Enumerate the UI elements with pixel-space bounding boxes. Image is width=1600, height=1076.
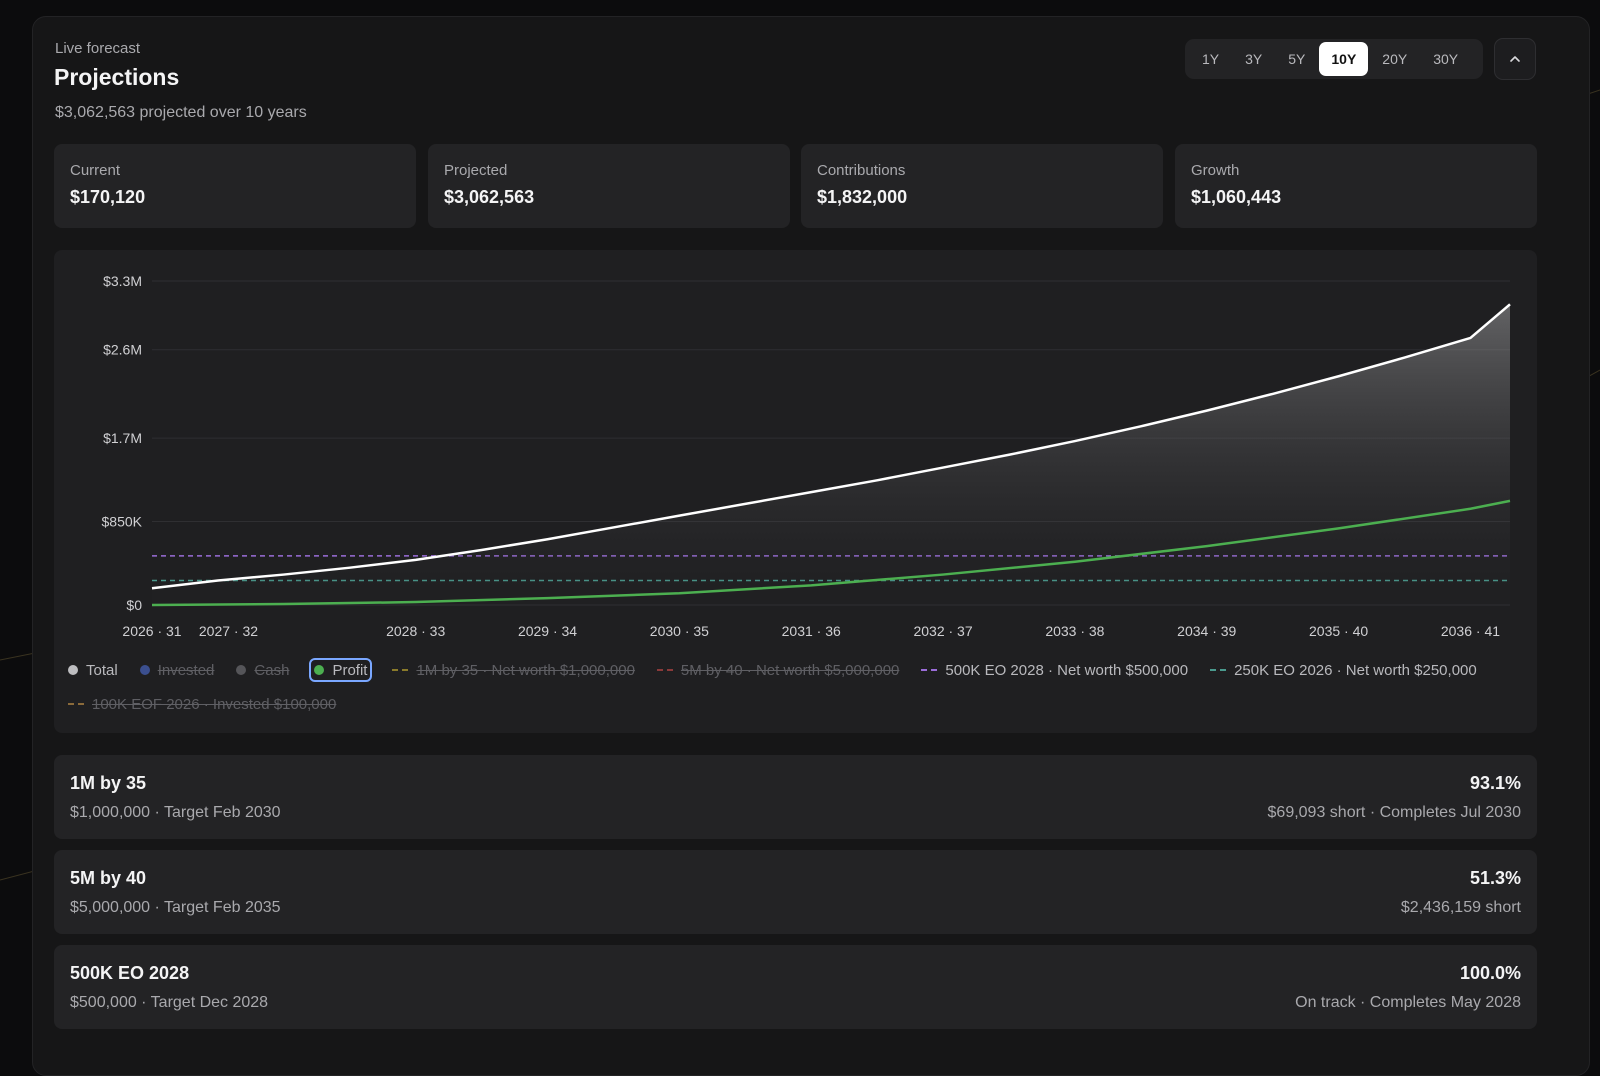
legend-item[interactable]: Cash: [236, 660, 289, 680]
series-area-total: [152, 304, 1510, 605]
goal-percent: 51.3%: [1469, 868, 1521, 888]
y-tick-label: $2.6M: [103, 342, 142, 358]
stat-card-projected: Projected $3,062,563: [428, 144, 790, 228]
legend-dash-icon: [656, 669, 673, 671]
chevron-up-icon: [1510, 56, 1520, 62]
goal-name: 500K EO 2028: [70, 963, 190, 983]
legend-label: 100K EOF 2026 · Invested $100,000: [92, 695, 337, 713]
legend-item[interactable]: 250K EO 2026 · Net worth $250,000: [1210, 660, 1477, 680]
legend-dash-icon: [392, 669, 409, 671]
goal-name: 1M by 35: [70, 773, 147, 793]
series-line-profit: [151, 499, 1511, 607]
legend-dash-icon: [1210, 669, 1227, 671]
goal-detail: $1,000,000 · Target Feb 2030: [70, 804, 281, 821]
stat-label: Projected: [444, 162, 508, 179]
goal-status: $69,093 short · Completes Jul 2030: [1267, 804, 1521, 821]
y-tick-label: $3.3M: [103, 273, 142, 289]
stat-value: $1,832,000: [817, 187, 908, 207]
legend-label: Cash: [254, 661, 290, 679]
goal-detail: $5,000,000 · Target Feb 2035: [70, 899, 281, 916]
legend-label: Profit: [332, 661, 368, 679]
legend-item[interactable]: 5M by 40 · Net worth $5,000,000: [656, 660, 900, 680]
legend-item[interactable]: Invested: [139, 660, 215, 680]
x-tick-label: 2035 · 40: [1309, 623, 1368, 639]
stat-card-growth: Growth $1,060,443: [1175, 144, 1537, 228]
legend-label: Total: [86, 661, 118, 679]
legend-label: 5M by 40 · Net worth $5,000,000: [680, 661, 900, 679]
x-tick-label: 2032 · 37: [913, 623, 972, 639]
legend-item[interactable]: 1M by 35 · Net worth $1,000,000: [392, 660, 635, 680]
legend-dot-icon: [68, 665, 78, 675]
legend-dash-icon: [68, 703, 84, 705]
legend-label: 250K EO 2026 · Net worth $250,000: [1234, 661, 1477, 679]
stat-value: $1,060,443: [1191, 187, 1282, 207]
goal-card[interactable]: 500K EO 2028 $500,000 · Target Dec 2028 …: [54, 945, 1537, 1029]
projection-chart: $0 $850K $1.7M $2.6M $3.3M 2026 · 31 2027 · 3…: [54, 250, 1537, 733]
stat-card-current: Current $170,120: [54, 144, 416, 228]
y-tick-label: $1.7M: [103, 430, 142, 446]
range-button-30y[interactable]: 30Y: [1433, 51, 1459, 67]
projections-panel: Live forecast Projections $3,062,563 pro…: [32, 16, 1590, 1076]
goal-status: On track · Completes May 2028: [1295, 994, 1521, 1011]
stat-label: Current: [70, 162, 121, 179]
x-tick-label: 2026 · 31: [122, 623, 181, 639]
legend-label: 500K EO 2028 · Net worth $500,000: [945, 661, 1189, 679]
x-tick-label: 2030 · 35: [650, 623, 709, 639]
legend-label: 1M by 35 · Net worth $1,000,000: [416, 661, 635, 679]
x-tick-label: 2029 · 34: [518, 623, 577, 639]
x-tick-label: 2033 · 38: [1045, 623, 1104, 639]
goal-card[interactable]: 5M by 40 $5,000,000 · Target Feb 2035 51…: [54, 850, 1537, 934]
goal-card[interactable]: 1M by 35 $1,000,000 · Target Feb 2030 93…: [54, 755, 1537, 839]
legend-dash-icon: [921, 669, 938, 671]
goal-percent: 100.0%: [1459, 963, 1521, 983]
stat-label: Growth: [1191, 162, 1240, 179]
x-tick-label: 2027 · 32: [199, 623, 258, 639]
stat-value: $3,062,563: [444, 187, 535, 207]
stat-card-contributions: Contributions $1,832,000: [801, 144, 1163, 228]
legend-item[interactable]: 500K EO 2028 · Net worth $500,000: [921, 660, 1188, 680]
time-range-selector: 1Y 3Y 5Y 10Y 20Y 30Y: [1185, 39, 1483, 79]
x-tick-label: 2028 · 33: [386, 623, 445, 639]
x-tick-label: 2031 · 36: [782, 623, 841, 639]
x-tick-label: 2034 · 39: [1177, 623, 1236, 639]
range-button-20y[interactable]: 20Y: [1382, 51, 1408, 67]
range-button-3y[interactable]: 3Y: [1245, 51, 1263, 67]
chart-plot: $0 $850K $1.7M $2.6M $3.3M 2026 · 31 2027 · 3…: [102, 273, 1511, 639]
range-button-1y[interactable]: 1Y: [1202, 51, 1220, 67]
page-title: Projections: [54, 64, 180, 90]
goal-status: $2,436,159 short: [1400, 899, 1521, 916]
stat-value: $170,120: [70, 187, 146, 207]
series-line-total: [151, 303, 1511, 590]
legend-dot-icon: [139, 665, 150, 675]
range-button-10y[interactable]: 10Y: [1319, 42, 1369, 76]
goal-percent: 93.1%: [1469, 773, 1521, 793]
collapse-button[interactable]: [1494, 38, 1536, 80]
x-tick-label: 2036 · 41: [1441, 623, 1500, 639]
goal-name: 5M by 40: [70, 868, 147, 888]
chart-legend: Total Invested Cash Profit 1M by 35 · Net wo…: [68, 658, 1508, 714]
eyebrow-label: Live forecast: [55, 40, 141, 57]
y-tick-label: $0: [126, 597, 142, 613]
projection-summary: $3,062,563 projected over 10 years: [55, 104, 307, 121]
y-tick-label: $850K: [102, 514, 143, 530]
legend-item[interactable]: 100K EOF 2026 · Invested $100,000: [68, 694, 336, 714]
legend-item[interactable]: Total: [68, 660, 118, 680]
legend-dot-icon: [236, 665, 247, 675]
legend-dot-icon: [314, 665, 325, 675]
legend-item[interactable]: Profit: [309, 658, 373, 682]
range-button-5y[interactable]: 5Y: [1288, 51, 1306, 67]
stat-label: Contributions: [817, 162, 906, 179]
goal-detail: $500,000 · Target Dec 2028: [70, 994, 269, 1011]
legend-label: Invested: [157, 661, 215, 679]
